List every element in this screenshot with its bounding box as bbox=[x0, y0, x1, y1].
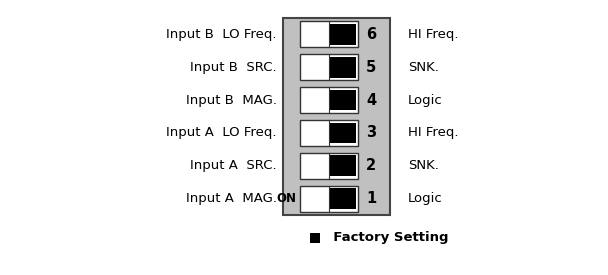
Bar bbox=[330, 123, 356, 143]
Text: Input B  MAG.: Input B MAG. bbox=[186, 94, 277, 107]
Bar bbox=[283, 18, 390, 215]
Bar bbox=[330, 188, 356, 209]
Text: HI Freq.: HI Freq. bbox=[408, 126, 458, 139]
Text: ON: ON bbox=[276, 192, 296, 205]
Text: Input B  LO Freq.: Input B LO Freq. bbox=[167, 28, 277, 41]
Bar bbox=[300, 54, 358, 80]
Text: 5: 5 bbox=[366, 60, 376, 75]
Bar bbox=[330, 57, 356, 78]
Text: Input A  LO Freq.: Input A LO Freq. bbox=[167, 126, 277, 139]
Bar bbox=[300, 186, 358, 211]
Bar bbox=[330, 90, 356, 111]
Bar bbox=[330, 24, 356, 45]
Text: HI Freq.: HI Freq. bbox=[408, 28, 458, 41]
Bar bbox=[300, 153, 358, 179]
Text: Input B  SRC.: Input B SRC. bbox=[190, 61, 277, 74]
Text: Input A  MAG.: Input A MAG. bbox=[186, 192, 277, 205]
Bar bbox=[300, 21, 358, 47]
Bar bbox=[330, 155, 356, 176]
Text: SNK.: SNK. bbox=[408, 159, 439, 172]
Text: Logic: Logic bbox=[408, 192, 443, 205]
Bar bbox=[300, 120, 358, 146]
Text: 1: 1 bbox=[366, 191, 376, 206]
Text: SNK.: SNK. bbox=[408, 61, 439, 74]
Text: 2: 2 bbox=[366, 158, 376, 173]
Text: Input A  SRC.: Input A SRC. bbox=[190, 159, 277, 172]
Text: 6: 6 bbox=[366, 27, 376, 42]
Bar bbox=[310, 233, 320, 243]
Bar bbox=[300, 87, 358, 113]
Text: 3: 3 bbox=[366, 125, 376, 141]
Text: 4: 4 bbox=[366, 93, 376, 108]
Text: Factory Setting: Factory Setting bbox=[324, 232, 449, 244]
Text: Logic: Logic bbox=[408, 94, 443, 107]
